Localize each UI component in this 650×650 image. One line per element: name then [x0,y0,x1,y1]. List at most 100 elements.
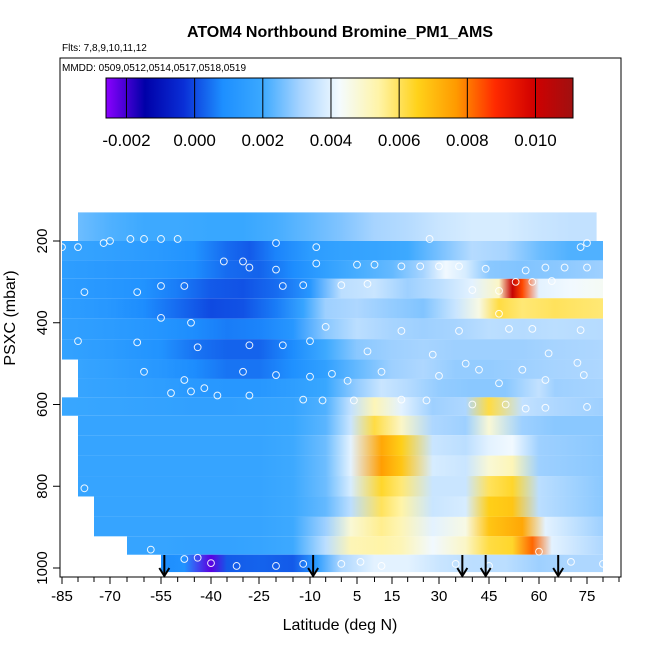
observation-point [541,376,550,384]
observation-point [521,404,530,413]
observation-point [140,367,148,376]
heatmap-layer [78,455,603,477]
colorbar-tick-label: 0.010 [514,131,557,150]
observation-point [501,400,510,409]
x-tick-label: 15 [384,588,401,605]
observation-point [363,347,372,356]
observation-point [272,239,280,247]
y-tick-label: 200 [34,228,51,253]
observation-point [157,235,165,243]
observation-point [495,286,503,295]
x-tick-label: 30 [431,588,448,605]
observation-point [583,263,591,272]
observation-point [541,403,550,412]
observation-point [567,557,575,566]
observation-point [370,260,379,269]
observation-point [133,338,142,347]
observation-point [272,265,280,274]
heatmap-layer [62,260,603,279]
marker-arrow-head [307,567,319,578]
observation-point [200,384,209,393]
marker-arrow-head [456,567,469,578]
observation-point [187,318,195,327]
observation-point [377,367,386,376]
x-tick-label: 45 [481,588,498,605]
observation-point [337,281,346,290]
observation-point [157,282,165,290]
observation-point [328,369,336,378]
heatmap-layer [62,241,603,261]
heatmap-layer [62,397,603,416]
observation-point [455,327,463,335]
observation-point [318,396,327,405]
observation-point [425,235,434,243]
heatmap-layer [78,435,603,456]
observation-point [576,326,585,335]
colorbar-tick-label: 0.000 [173,131,216,150]
observation-point [583,403,591,411]
observation-point [495,309,503,318]
heatmap-layer [62,278,603,299]
y-tick-label: 400 [34,310,51,335]
observation-point [544,349,553,358]
observation-point [80,288,89,296]
observation-point [353,260,361,269]
observation-point [146,545,155,554]
observation-point [611,405,620,414]
observation-point [245,341,254,350]
heatmap-layer [94,496,603,517]
observation-point [511,277,520,286]
observation-point [475,365,483,374]
observation-point [167,389,175,397]
observation-point [397,262,406,271]
heatmap-layers [62,212,603,573]
observation-point [207,559,215,567]
heatmap-layer [62,298,603,319]
observation-point [468,286,477,294]
takeoff-markers [158,555,565,578]
observation-point [599,560,607,568]
x-tick-label: 75 [579,588,596,605]
x-tick-label: -85 [51,588,73,605]
observation-point [180,555,189,563]
observation-point [306,372,314,381]
observation-point [299,560,308,568]
observation-point [74,337,82,346]
observation-point [337,560,346,568]
observation-point [560,263,569,272]
observation-point [521,266,530,275]
colorbar-tick-label: -0.002 [102,131,150,150]
observation-point [74,243,82,252]
y-axis: 1000 800 600 400 200 [34,228,60,585]
observation-point [535,547,543,556]
observation-point [312,259,321,268]
observation-point [428,350,437,359]
observation-point [481,264,490,273]
x-tick-label: 60 [531,588,548,605]
observation-point [435,262,443,271]
observation-point [435,371,443,380]
colorbar-ticks: -0.002 0.000 0.002 0.004 0.006 0.008 0.010 [102,78,557,150]
observation-point [321,322,330,331]
observation-point [356,557,365,566]
x-tick-label: -40 [200,588,222,605]
observation-point [140,235,148,243]
observation-point [193,343,202,352]
plot-frame [59,57,622,578]
observation-point [343,376,352,385]
observation-point [180,376,189,384]
observation-point [573,358,582,367]
observation-point [579,371,588,379]
heatmap-layer [94,516,603,537]
observation-point [299,395,308,404]
observation-point [518,365,527,374]
observation-point [106,237,114,245]
colorbar-tick-label: 0.006 [378,131,421,150]
observation-point [547,277,556,285]
observation-point [455,262,463,271]
y-tick-label: 1000 [34,551,51,584]
observation-point [126,235,135,243]
observation-point [239,367,247,376]
observation-point [495,379,503,388]
colorbar-tick-label: 0.008 [446,131,489,150]
